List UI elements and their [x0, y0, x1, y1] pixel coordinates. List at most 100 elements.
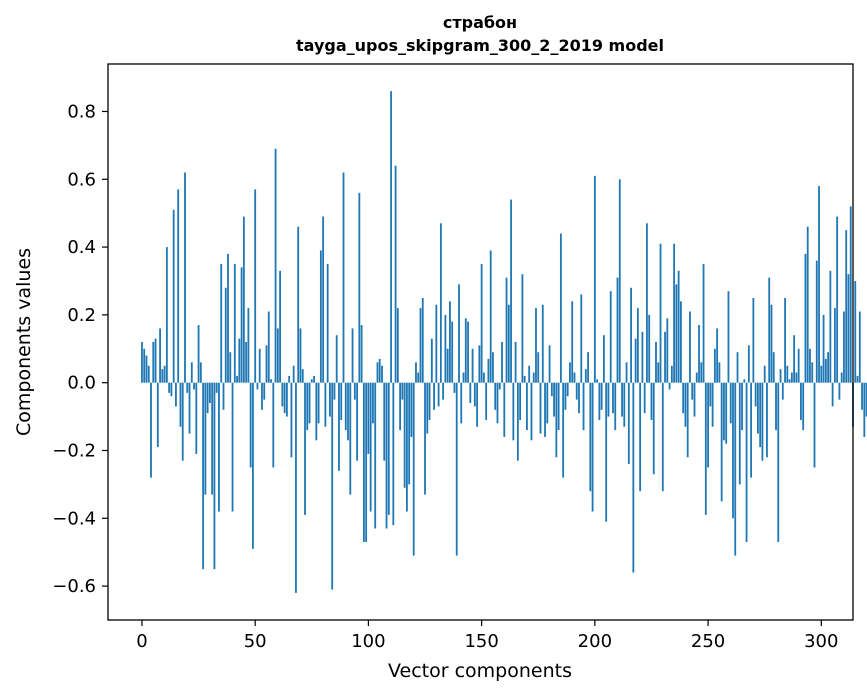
bar-component-254 — [716, 328, 719, 383]
bar-component-273 — [759, 382, 762, 448]
bar-component-134 — [444, 314, 447, 383]
bar-component-90 — [344, 382, 347, 431]
bar-component-12 — [168, 382, 171, 393]
bar-component-20 — [186, 382, 189, 393]
bar-component-53 — [261, 382, 263, 410]
bar-component-289 — [795, 372, 798, 383]
bar-component-310 — [843, 311, 845, 383]
bar-component-200 — [593, 175, 596, 383]
bar-component-48 — [249, 382, 252, 468]
bar-component-32 — [213, 382, 216, 570]
bar-component-51 — [256, 382, 259, 390]
bar-component-318 — [861, 382, 863, 410]
bar-component-262 — [734, 382, 737, 556]
bar-component-74 — [308, 382, 311, 424]
bar-component-108 — [385, 382, 388, 529]
bar-component-3 — [147, 365, 150, 383]
plot-frame — [107, 63, 854, 621]
bar-component-233 — [668, 382, 671, 390]
bar-component-235 — [673, 243, 676, 383]
bar-component-316 — [856, 375, 859, 383]
chart-title: страбон — [443, 13, 517, 32]
y-tick-label: 0.6 — [67, 169, 96, 190]
bar-component-281 — [777, 382, 780, 543]
bar-component-197 — [587, 352, 589, 383]
bar-component-265 — [741, 382, 743, 431]
bar-component-29 — [206, 382, 209, 414]
bar-component-239 — [682, 382, 685, 414]
bar-component-224 — [648, 314, 651, 383]
bar-component-230 — [661, 382, 664, 492]
bar-component-135 — [446, 348, 449, 383]
bar-component-267 — [745, 382, 748, 543]
bar-component-105 — [378, 358, 381, 383]
bar-component-165 — [514, 342, 517, 383]
bar-component-216 — [630, 287, 632, 383]
bar-component-228 — [657, 362, 660, 383]
bar-component-247 — [700, 362, 703, 383]
bar-component-178 — [544, 382, 546, 437]
bar-component-147 — [473, 382, 476, 407]
bar-component-253 — [713, 348, 716, 383]
bar-component-292 — [802, 382, 805, 431]
bar-component-302 — [824, 358, 827, 383]
bar-component-63 — [283, 382, 286, 414]
bar-component-112 — [394, 165, 397, 383]
bar-component-221 — [641, 331, 644, 383]
bar-component-17 — [179, 382, 182, 427]
x-tick-label: 250 — [691, 631, 725, 652]
bar-component-38 — [227, 253, 229, 383]
bar-component-171 — [528, 365, 531, 383]
bar-component-175 — [537, 352, 540, 383]
bar-component-309 — [840, 372, 843, 383]
bar-component-286 — [788, 379, 791, 383]
bar-component-109 — [387, 382, 390, 515]
bar-component-282 — [779, 369, 782, 383]
bar-component-312 — [847, 274, 850, 383]
bar-component-256 — [720, 382, 723, 502]
bar-component-184 — [557, 382, 560, 431]
bar-component-95 — [356, 382, 358, 461]
bar-component-214 — [625, 362, 628, 383]
bar-component-177 — [541, 304, 544, 383]
bar-component-225 — [650, 382, 653, 420]
bar-component-55 — [265, 345, 268, 383]
bar-component-67 — [292, 365, 295, 383]
bar-component-306 — [833, 308, 836, 383]
bar-component-220 — [639, 382, 642, 492]
bar-component-157 — [496, 382, 499, 424]
bar-component-129 — [433, 382, 435, 410]
bar-component-123 — [419, 308, 422, 383]
bar-component-145 — [469, 382, 472, 404]
y-tick-label: −0.4 — [52, 508, 96, 529]
bar-component-27 — [202, 382, 205, 570]
bar-component-137 — [451, 321, 454, 383]
bar-component-240 — [684, 382, 687, 427]
bar-component-101 — [369, 382, 372, 512]
bar-component-30 — [208, 382, 211, 404]
bar-component-211 — [618, 179, 621, 383]
bar-component-199 — [591, 382, 594, 512]
bar-component-73 — [306, 382, 309, 431]
bar-component-89 — [342, 172, 345, 383]
bar-component-207 — [609, 291, 612, 383]
bar-component-49 — [252, 382, 254, 549]
bar-component-260 — [729, 382, 732, 424]
bar-component-255 — [718, 362, 721, 383]
bar-component-174 — [535, 308, 537, 383]
y-tick-label: 0.8 — [67, 101, 96, 122]
bar-component-141 — [460, 382, 463, 424]
bar-component-133 — [442, 382, 445, 400]
bar-component-16 — [177, 189, 180, 383]
bar-component-313 — [849, 206, 852, 383]
bar-component-241 — [686, 382, 689, 458]
bar-component-80 — [322, 216, 325, 383]
bar-component-1 — [143, 348, 146, 383]
bar-component-131 — [437, 382, 440, 407]
bar-component-315 — [854, 280, 857, 383]
bar-component-68 — [295, 382, 297, 593]
bar-component-290 — [797, 348, 800, 383]
bar-component-244 — [693, 382, 696, 417]
bar-component-194 — [580, 294, 583, 383]
bar-component-195 — [582, 382, 585, 431]
